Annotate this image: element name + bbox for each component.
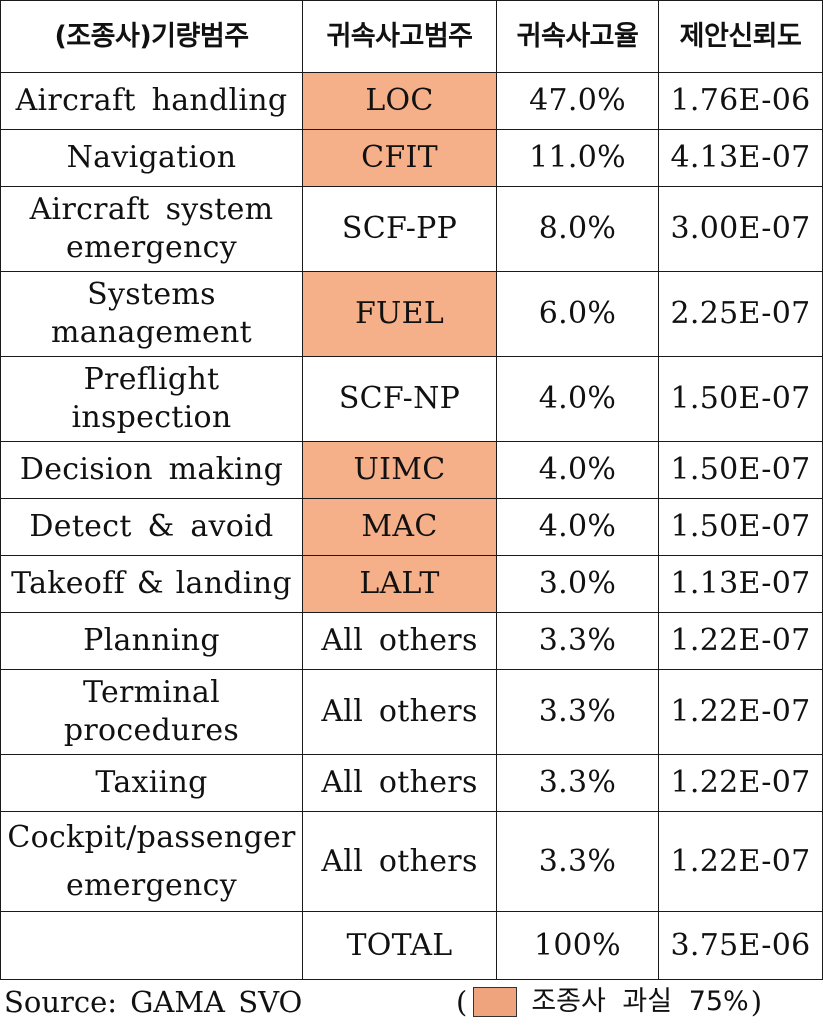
rate-cell: 3.3%: [496, 612, 659, 670]
reliability-table: (조종사)기량범주 귀속사고범주 귀속사고율 제안신뢰도 Aircraft ha…: [0, 0, 823, 980]
source-note: Source: GAMA SVO: [4, 985, 303, 1019]
reliability-cell: 1.50E-07: [658, 498, 823, 556]
category-cell: All others: [302, 612, 497, 670]
legend-open-paren: (: [456, 985, 468, 1019]
skill-cell: Planning: [0, 612, 303, 670]
reliability-cell: 1.22E-07: [658, 612, 823, 670]
table-row: Aircraft system emergency SCF-PP 8.0% 3.…: [0, 186, 823, 272]
footer: Source: GAMA SVO ( 조종사 과실 75% ): [0, 978, 823, 1026]
skill-cell: Cockpit/passenger emergency: [0, 811, 303, 912]
skill-cell: Detect & avoid: [0, 498, 303, 556]
category-cell: UIMC: [302, 441, 497, 499]
rate-cell: 4.0%: [496, 498, 659, 556]
legend-label: 조종사 과실 75%: [531, 986, 749, 1017]
skill-cell: Aircraft handling: [0, 72, 303, 130]
table-row: Takeoff & landing LALT 3.0% 1.13E-07: [0, 555, 823, 613]
legend: ( 조종사 과실 75% ): [456, 978, 762, 1026]
skill-cell: Terminal procedures: [0, 669, 303, 755]
table-row: Planning All others 3.3% 1.22E-07: [0, 612, 823, 670]
header-skill-category: (조종사)기량범주: [0, 0, 303, 73]
reliability-cell: 4.13E-07: [658, 129, 823, 187]
table-row: Taxiing All others 3.3% 1.22E-07: [0, 754, 823, 812]
table-row: Decision making UIMC 4.0% 1.50E-07: [0, 441, 823, 499]
reliability-cell: 1.50E-07: [658, 441, 823, 499]
category-cell: SCF-PP: [302, 186, 497, 272]
table-row: Terminal procedures All others 3.3% 1.22…: [0, 669, 823, 755]
rate-cell: 8.0%: [496, 186, 659, 272]
category-cell: FUEL: [302, 271, 497, 357]
reliability-cell: 2.25E-07: [658, 271, 823, 357]
total-row: TOTAL 100% 3.75E-06: [0, 911, 823, 980]
table-row: Preflight inspection SCF-NP 4.0% 1.50E-0…: [0, 356, 823, 442]
category-cell: All others: [302, 811, 497, 912]
rate-cell: 3.3%: [496, 669, 659, 755]
skill-cell: Aircraft system emergency: [0, 186, 303, 272]
skill-cell: Takeoff & landing: [0, 555, 303, 613]
category-cell: LOC: [302, 72, 497, 130]
rate-cell: 4.0%: [496, 356, 659, 442]
rate-cell: 3.0%: [496, 555, 659, 613]
reliability-cell: 1.22E-07: [658, 811, 823, 912]
category-cell: All others: [302, 754, 497, 812]
header-accident-category: 귀속사고범주: [302, 0, 497, 73]
table-row: Cockpit/passenger emergency All others 3…: [0, 811, 823, 912]
total-reliability-cell: 3.75E-06: [658, 911, 823, 980]
skill-cell: Preflight inspection: [0, 356, 303, 442]
total-rate-cell: 100%: [496, 911, 659, 980]
table-row: Navigation CFIT 11.0% 4.13E-07: [0, 129, 823, 187]
category-cell: SCF-NP: [302, 356, 497, 442]
legend-close-paren: ): [750, 985, 763, 1019]
table-row: Systems management FUEL 6.0% 2.25E-07: [0, 271, 823, 357]
total-label-cell: TOTAL: [302, 911, 497, 980]
rate-cell: 3.3%: [496, 754, 659, 812]
rate-cell: 3.3%: [496, 811, 659, 912]
header-accident-rate: 귀속사고율: [496, 0, 659, 73]
category-cell: All others: [302, 669, 497, 755]
skill-cell: Systems management: [0, 271, 303, 357]
header-proposed-reliability: 제안신뢰도: [658, 0, 823, 73]
reliability-cell: 1.76E-06: [658, 72, 823, 130]
reliability-cell: 1.50E-07: [658, 356, 823, 442]
skill-cell: Taxiing: [0, 754, 303, 812]
total-skill-cell: [0, 911, 303, 980]
rate-cell: 11.0%: [496, 129, 659, 187]
category-cell: MAC: [302, 498, 497, 556]
pilot-fault-swatch: [473, 987, 518, 1017]
category-cell: CFIT: [302, 129, 497, 187]
reliability-cell: 3.00E-07: [658, 186, 823, 272]
table-row: Aircraft handling LOC 47.0% 1.76E-06: [0, 72, 823, 130]
reliability-cell: 1.22E-07: [658, 669, 823, 755]
reliability-cell: 1.22E-07: [658, 754, 823, 812]
category-cell: LALT: [302, 555, 497, 613]
rate-cell: 4.0%: [496, 441, 659, 499]
table-row: Detect & avoid MAC 4.0% 1.50E-07: [0, 498, 823, 556]
rate-cell: 6.0%: [496, 271, 659, 357]
reliability-cell: 1.13E-07: [658, 555, 823, 613]
skill-cell: Navigation: [0, 129, 303, 187]
rate-cell: 47.0%: [496, 72, 659, 130]
header-row: (조종사)기량범주 귀속사고범주 귀속사고율 제안신뢰도: [0, 0, 823, 73]
skill-cell: Decision making: [0, 441, 303, 499]
